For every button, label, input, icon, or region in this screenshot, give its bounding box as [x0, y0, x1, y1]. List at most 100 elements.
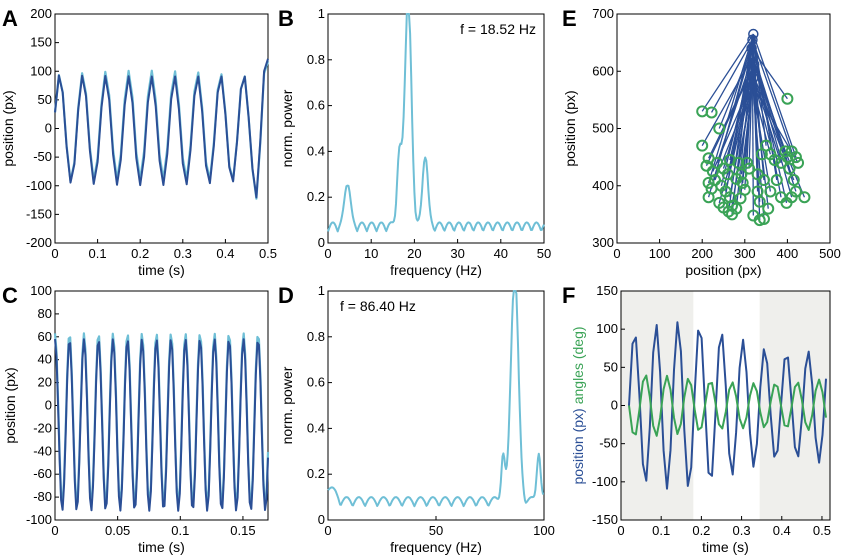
- y-tick-label: 50: [38, 92, 52, 107]
- x-tick-label: 0.1: [171, 523, 189, 538]
- y-tick-label: -80: [33, 489, 52, 504]
- x-tick-label: 0.1: [652, 523, 670, 538]
- tip-marker: [730, 202, 743, 215]
- series-line-green: [628, 374, 827, 437]
- x-tick-label: 0: [613, 246, 620, 261]
- y-tick-label: 0: [611, 398, 618, 413]
- tip-marker: [722, 205, 735, 218]
- tip-marker: [721, 168, 734, 181]
- panel-label-d: D: [278, 283, 294, 308]
- trajectory-line: [727, 71, 753, 175]
- y-tick-label: 0.2: [307, 466, 325, 481]
- y-axis-label-position: position (px): [570, 408, 586, 484]
- tip-marker: [762, 202, 775, 215]
- origin-marker: [748, 59, 760, 70]
- x-tick-label: 0.5: [813, 523, 831, 538]
- y-tick-label: 40: [38, 352, 52, 367]
- x-tick-label: 0.2: [131, 246, 149, 261]
- tip-marker: [713, 122, 726, 135]
- tip-marker: [723, 153, 736, 166]
- y-tick-label: 0.8: [307, 52, 325, 67]
- trajectory-line: [711, 39, 754, 113]
- x-axis-label: time (s): [138, 262, 185, 278]
- tip-marker: [736, 176, 749, 189]
- y-axis-label: position (px) angles (deg): [570, 326, 586, 484]
- x-tick-label: 0: [324, 246, 331, 261]
- tip-marker: [783, 162, 796, 175]
- y-tick-label: 0: [45, 398, 52, 413]
- plot-frame: [616, 13, 831, 244]
- panel-label-e: E: [562, 6, 577, 31]
- y-tick-label: -50: [599, 436, 618, 451]
- tip-marker: [702, 191, 715, 204]
- tip-marker: [705, 106, 718, 119]
- panel-label-b: B: [278, 6, 294, 31]
- origin-marker: [746, 66, 757, 77]
- tip-marker: [757, 174, 770, 187]
- y-tick-label: -100: [26, 178, 52, 193]
- trajectory-line: [751, 85, 771, 155]
- tip-marker: [798, 191, 811, 204]
- tip-marker: [755, 148, 768, 161]
- x-tick-label: 0: [51, 246, 58, 261]
- tip-marker: [753, 195, 766, 208]
- plot-frame: [327, 290, 545, 521]
- series-line-dark_blue: [54, 338, 269, 512]
- panel-e-chart: 0 100 200 300 400 500 300 400 500 600 700 position …: [562, 6, 841, 278]
- origin-marker: [748, 72, 759, 84]
- tip-marker: [779, 145, 792, 158]
- trajectory-line: [701, 33, 754, 112]
- tip-marker: [781, 92, 794, 105]
- y-tick-label: 600: [592, 63, 614, 78]
- panel-b-chart: 0 10 20 30 40 50 0 0.2 0.4 0.6 0.8 1 frequency (Hz) n…: [279, 6, 551, 278]
- frequency-annotation: f = 86.40 Hz: [340, 298, 416, 314]
- x-tick-label: 50: [429, 523, 443, 538]
- panel-label-f: F: [562, 283, 575, 308]
- tip-marker: [738, 183, 751, 196]
- x-axis-label: frequency (Hz): [390, 539, 482, 555]
- y-tick-label: -20: [33, 420, 52, 435]
- x-tick-label: 0.3: [174, 246, 192, 261]
- panel-label-c: C: [2, 283, 18, 308]
- y-tick-label: 0.6: [307, 375, 325, 390]
- spectrum-line: [327, 290, 545, 508]
- x-tick-label: 30: [450, 246, 464, 261]
- tip-marker: [743, 162, 756, 175]
- spectrum-line: [327, 13, 545, 233]
- tip-marker: [735, 168, 748, 181]
- x-tick-label: 50: [537, 246, 551, 261]
- x-axis-label: frequency (Hz): [390, 262, 482, 278]
- x-tick-label: 40: [494, 246, 508, 261]
- y-tick-label: -40: [33, 443, 52, 458]
- y-tick-label: 80: [38, 306, 52, 321]
- trajectory-line: [752, 33, 797, 158]
- x-tick-label: 0.05: [105, 523, 130, 538]
- plot-frame: [54, 13, 269, 244]
- y-axis-label: norm. power: [279, 89, 295, 167]
- y-tick-label: 0: [318, 235, 325, 250]
- plot-frame: [54, 290, 269, 521]
- y-tick-label: 400: [592, 178, 614, 193]
- y-tick-label: 0.4: [307, 420, 325, 435]
- y-axis-label: position (px): [0, 90, 16, 166]
- y-tick-label: -60: [33, 466, 52, 481]
- y-tick-label: 300: [592, 235, 614, 250]
- x-tick-label: 20: [407, 246, 421, 261]
- tip-marker: [787, 174, 800, 187]
- y-tick-label: 0.6: [307, 98, 325, 113]
- y-tick-label: 60: [38, 329, 52, 344]
- panel-f-chart: 0 0.1 0.2 0.3 0.4 0.5 -150 -100 -50 0 50 100 150 time…: [570, 283, 831, 555]
- origin-marker: [747, 51, 758, 63]
- tip-marker: [789, 185, 802, 198]
- y-tick-label: 1: [318, 283, 325, 298]
- y-tick-label: 700: [592, 6, 614, 21]
- x-tick-label: 300: [734, 246, 756, 261]
- x-axis-label: time (s): [138, 539, 185, 555]
- y-tick-label: 100: [30, 63, 52, 78]
- panel-label-a: A: [2, 6, 18, 31]
- y-axis-label: norm. power: [279, 366, 295, 444]
- x-tick-label: 200: [691, 246, 713, 261]
- x-axis-label: position (px): [685, 262, 761, 278]
- origin-marker: [748, 28, 759, 40]
- x-tick-label: 0.5: [259, 246, 277, 261]
